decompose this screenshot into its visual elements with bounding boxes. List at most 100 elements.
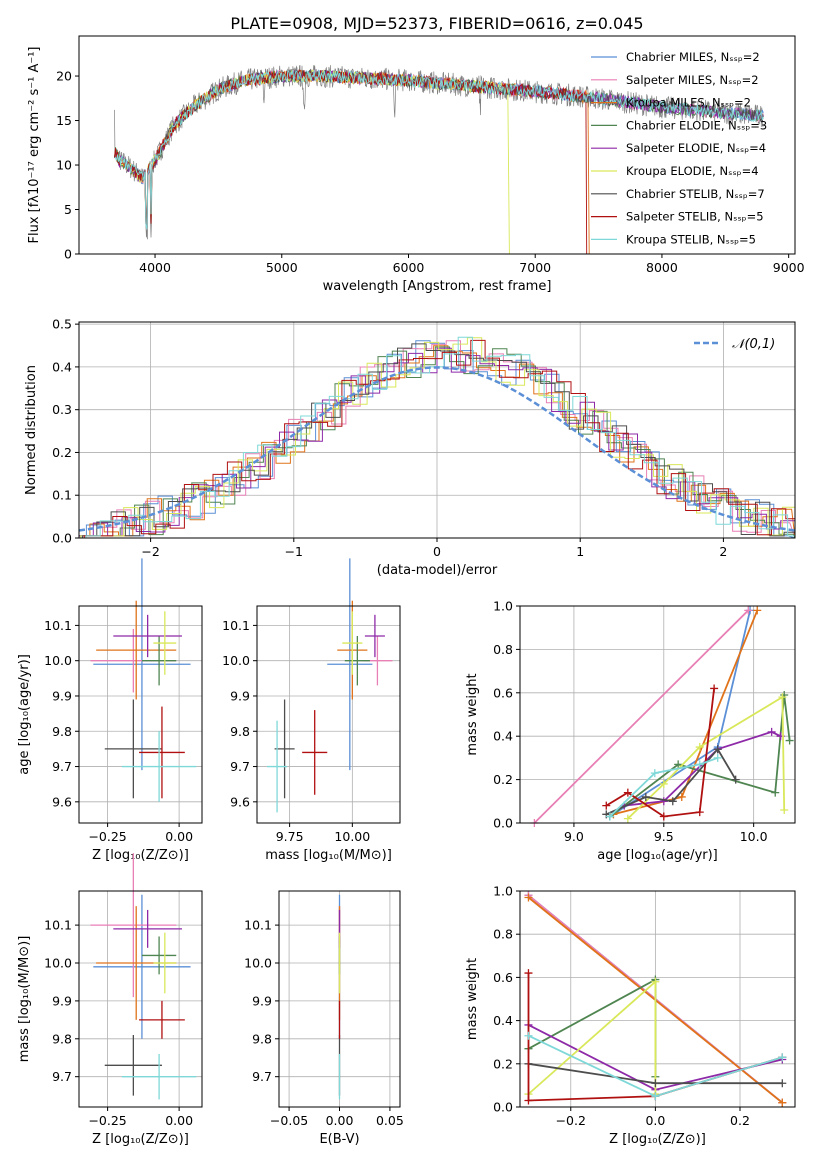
massweight-vs-age-panel: 9.0 9.5 10.0 0.0 0.2 0.4 0.6 0.8 1.0 age [log₁₀(… xyxy=(465,599,796,863)
x-tick-label: −0.25 xyxy=(88,829,126,844)
x-tick-label: −1 xyxy=(285,544,303,559)
massweight-point xyxy=(778,1053,787,1062)
y-tick-label: 10.1 xyxy=(44,618,72,633)
y-tick-label: 0.4 xyxy=(493,1013,513,1028)
histogram-series xyxy=(78,345,796,539)
massweight-point xyxy=(674,760,683,769)
mass-vs-Z-panel: −0.25 0.00 9.7 9.8 9.9 10.0 10.1 Z [log₁₀(Z/Z⊙… xyxy=(17,853,203,1147)
x-tick-label: 10.0 xyxy=(740,829,768,844)
y-tick-label: 10.1 xyxy=(222,618,250,633)
x-tick-label: 0.0 xyxy=(645,1113,665,1128)
main-title: PLATE=0908, MJD=52373, FIBERID=0616, z=0… xyxy=(230,14,643,33)
x-tick-label: −0.2 xyxy=(556,1113,586,1128)
massweight-point xyxy=(695,760,704,769)
residual-histogram-panel: 𝒩(0,1) −2 −1 0 1 2 0.0 0.1 0.2 0.3 0.4 0.5 (data-m… xyxy=(24,317,796,578)
x-tick-label: 5000 xyxy=(266,260,298,275)
y-tick-label: 9.8 xyxy=(252,1031,272,1046)
y-axis-label: mass weight xyxy=(465,673,480,755)
y-tick-label: 15 xyxy=(56,113,72,128)
x-tick-label: −0.05 xyxy=(270,1113,308,1128)
normal-legend-label: 𝒩(0,1) xyxy=(732,337,775,352)
y-tick-label: 0.6 xyxy=(493,685,513,700)
x-tick-label: 8000 xyxy=(646,260,678,275)
y-tick-label: 9.6 xyxy=(52,794,72,809)
y-tick-label: 0.3 xyxy=(52,402,72,417)
y-tick-label: 9.7 xyxy=(52,759,72,774)
x-axis-label: mass [log₁₀(M/M⊙)] xyxy=(265,848,392,863)
legend-label: Salpeter STELIB, Nₛₛₚ=5 xyxy=(626,210,764,224)
massweight-point xyxy=(713,745,722,754)
y-tick-label: 0.0 xyxy=(493,1100,513,1115)
model-spectrum-line xyxy=(114,69,588,255)
y-tick-label: 0.2 xyxy=(493,1056,513,1071)
y-tick-label: 9.7 xyxy=(252,1069,272,1084)
spectrum-legend: Chabrier MILES, Nₛₛₚ=2 Salpeter MILES, Nₛ… xyxy=(591,50,767,246)
massweight-point xyxy=(659,797,668,806)
y-tick-label: 0.0 xyxy=(52,531,72,546)
massweight-point xyxy=(668,797,677,806)
y-tick-label: 9.7 xyxy=(52,1069,72,1084)
massweight-point xyxy=(677,792,686,801)
massweight-series-line xyxy=(609,757,719,818)
normal-reference-curve xyxy=(78,366,796,532)
x-axis-label: Z [log₁₀(Z/Z⊙)] xyxy=(92,848,189,863)
y-tick-label: 10.0 xyxy=(44,956,72,971)
x-tick-label: 0 xyxy=(433,544,441,559)
massweight-series-line xyxy=(613,609,759,816)
massweight-point xyxy=(659,812,668,821)
massweight-series-line xyxy=(605,688,715,818)
x-axis-label: age [log₁₀(age/yr)] xyxy=(597,848,718,863)
mass-vs-ebv-panel: −0.05 0.00 0.05 9.7 9.8 9.9 10.0 10.1 E(B-V) xyxy=(244,890,404,1147)
y-tick-label: 0.4 xyxy=(52,359,72,374)
x-tick-label: 0.2 xyxy=(730,1113,750,1128)
massweight-point xyxy=(778,1079,787,1088)
y-tick-label: 10.1 xyxy=(244,918,272,933)
legend-label: Chabrier STELIB, Nₛₛₚ=7 xyxy=(626,187,765,201)
y-tick-label: 0.0 xyxy=(493,816,513,831)
y-tick-label: 9.9 xyxy=(230,688,250,703)
y-tick-label: 10.0 xyxy=(222,653,250,668)
massweight-point xyxy=(771,788,780,797)
histogram-series xyxy=(85,336,796,538)
x-tick-label: 9.0 xyxy=(564,829,584,844)
y-tick-label: 9.8 xyxy=(230,724,250,739)
massweight-point xyxy=(651,977,660,986)
x-tick-label: 9000 xyxy=(773,260,805,275)
y-tick-label: 0.2 xyxy=(493,772,513,787)
y-tick-label: 10 xyxy=(56,158,72,173)
massweight-point xyxy=(695,743,704,752)
y-tick-label: 5 xyxy=(64,202,72,217)
x-tick-label: 0.05 xyxy=(376,1113,404,1128)
x-tick-label: 6000 xyxy=(393,260,425,275)
model-spectrum-line xyxy=(114,69,510,255)
massweight-point xyxy=(780,805,789,814)
x-axis-label: (data-model)/error xyxy=(377,563,498,578)
massweight-point xyxy=(623,814,632,823)
legend-label: Kroupa MILES, Nₛₛₚ=2 xyxy=(626,96,751,110)
age-vs-mass-panel: 9.75 10.00 9.6 9.7 9.8 9.9 10.0 10.1 mass [log₁… xyxy=(222,558,401,863)
massweight-series-line xyxy=(528,978,657,1077)
y-tick-label: 0.5 xyxy=(52,317,72,332)
y-tick-label: 10.1 xyxy=(44,918,72,933)
massweight-point xyxy=(524,893,533,902)
x-tick-label: 2 xyxy=(719,544,727,559)
y-tick-label: 9.9 xyxy=(52,688,72,703)
massweight-point xyxy=(731,775,740,784)
massweight-point xyxy=(744,606,753,615)
y-tick-label: 0.8 xyxy=(493,642,513,657)
massweight-point xyxy=(778,693,787,702)
x-tick-label: 9.75 xyxy=(276,829,304,844)
x-tick-label: 10.00 xyxy=(334,829,370,844)
legend-label: Kroupa ELODIE, Nₛₛₚ=4 xyxy=(626,164,759,178)
age-vs-Z-panel: −0.25 0.00 9.6 9.7 9.8 9.9 10.0 10.1 Z [log₁₀(Z… xyxy=(17,558,203,863)
y-tick-label: 9.9 xyxy=(252,993,272,1008)
massweight-point xyxy=(753,606,762,615)
massweight-point xyxy=(651,1079,660,1088)
x-tick-label: 9.5 xyxy=(654,829,674,844)
massweight-point xyxy=(524,969,533,978)
y-tick-label: 0.1 xyxy=(52,488,72,503)
model-spectrum-line xyxy=(114,69,590,255)
massweight-point xyxy=(524,1096,533,1105)
histogram-series xyxy=(83,339,796,538)
